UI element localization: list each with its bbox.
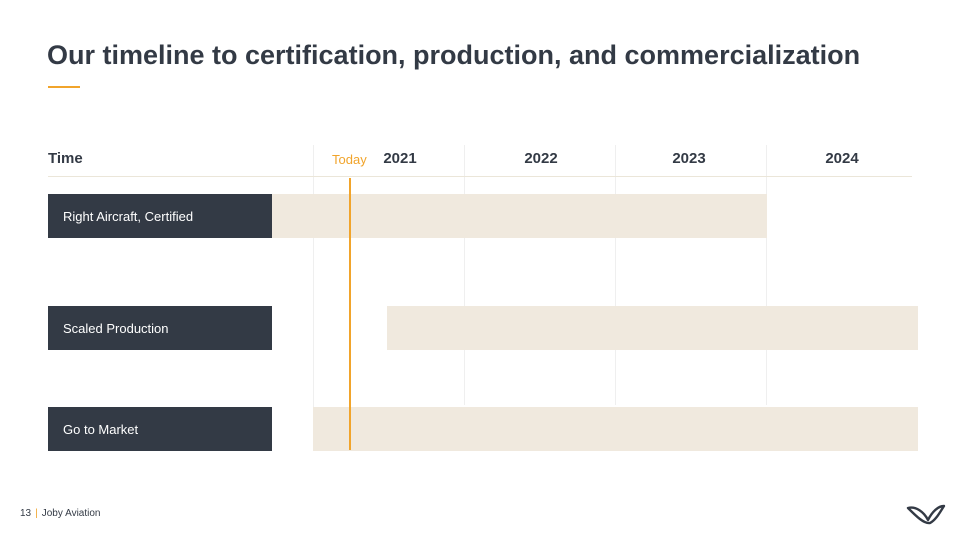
row-label-text: Go to Market (63, 421, 139, 437)
timeline-bar-certified (272, 194, 767, 238)
footer-separator: | (35, 508, 38, 519)
slide-title: Our timeline to certification, productio… (47, 40, 861, 70)
timeline-bar-market (313, 407, 918, 451)
year-header-2024: 2024 (825, 150, 859, 167)
company-name: Joby Aviation (41, 508, 101, 519)
year-header-2022: 2022 (524, 150, 558, 167)
grid-line-2021 (313, 145, 314, 450)
row-label-market: Go to Market (48, 407, 272, 451)
row-label-text: Scaled Production (63, 320, 169, 336)
title-accent-underline (48, 86, 80, 88)
row-label-text: Right Aircraft, Certified (63, 208, 194, 224)
year-header-2023: 2023 (672, 150, 706, 167)
today-marker-line (349, 178, 351, 450)
grid-line-2022 (464, 145, 465, 405)
joby-logo-icon (906, 504, 946, 525)
row-label-certified: Right Aircraft, Certified (48, 194, 272, 238)
today-label: Today (332, 152, 367, 167)
grid-line-2023 (615, 145, 616, 405)
header-divider (48, 176, 912, 177)
time-column-header: Time (48, 150, 83, 167)
timeline-bar-production (387, 306, 918, 350)
page-number: 13 (20, 508, 32, 519)
row-label-production: Scaled Production (48, 306, 272, 350)
slide-footer: 13 | Joby Aviation (20, 508, 100, 519)
year-header-2021: 2021 (383, 150, 417, 167)
grid-line-2024 (766, 145, 767, 405)
